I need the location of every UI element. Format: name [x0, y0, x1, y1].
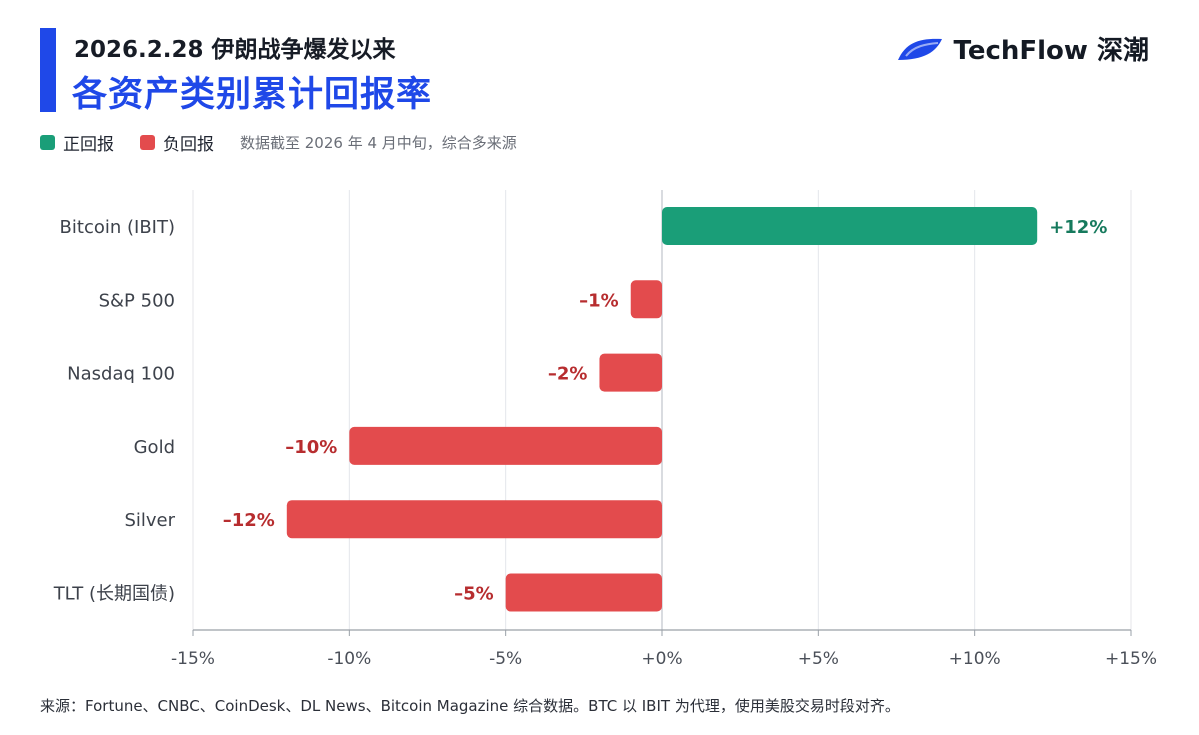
- brand: TechFlow 深潮: [896, 30, 1149, 67]
- legend: 正回报 负回报 数据截至 2026 年 4 月中旬，综合多来源: [40, 130, 517, 155]
- data-note: 数据截至 2026 年 4 月中旬，综合多来源: [240, 134, 517, 152]
- brand-name: TechFlow 深潮: [953, 36, 1149, 66]
- data-label: –10%: [285, 437, 337, 458]
- category-label: Bitcoin (IBIT): [60, 217, 175, 238]
- data-label: –2%: [548, 364, 588, 385]
- data-label: –5%: [454, 584, 494, 605]
- legend-label-negative: 负回报: [163, 135, 214, 155]
- x-tick-label: +5%: [798, 649, 839, 669]
- chart-subtitle: 2026.2.28 伊朗战争爆发以来: [74, 37, 396, 63]
- chart-title: 各资产类别累计回报率: [72, 75, 433, 115]
- data-label: +12%: [1049, 217, 1107, 238]
- legend-swatch-positive: [40, 135, 55, 150]
- bar: [630, 280, 662, 319]
- x-tick-label: +15%: [1105, 649, 1157, 669]
- legend-label-positive: 正回报: [63, 135, 114, 155]
- data-label: –1%: [579, 290, 619, 311]
- x-tick-label: +0%: [641, 649, 682, 669]
- legend-item-positive: 正回报: [40, 130, 114, 155]
- bar: [286, 500, 662, 539]
- bar: [349, 426, 662, 465]
- category-label: Gold: [134, 437, 175, 458]
- x-tick-label: -5%: [489, 649, 522, 669]
- category-label: TLT (长期国债): [53, 584, 175, 605]
- x-tick-label: -10%: [327, 649, 371, 669]
- x-tick-label: +10%: [949, 649, 1001, 669]
- source-footnote: 来源：Fortune、CNBC、CoinDesk、DL News、Bitcoin…: [40, 697, 900, 715]
- category-label: S&P 500: [99, 290, 175, 311]
- legend-item-negative: 负回报: [140, 130, 214, 155]
- category-label: Nasdaq 100: [67, 364, 175, 385]
- title-accent-bar: [40, 28, 56, 112]
- data-label: –12%: [223, 510, 275, 531]
- bar: [599, 353, 662, 392]
- techflow-logo-icon: [897, 38, 942, 60]
- legend-swatch-negative: [140, 135, 155, 150]
- bar: [505, 573, 662, 612]
- bar: [662, 207, 1038, 245]
- category-label: Silver: [124, 510, 175, 531]
- x-tick-label: -15%: [171, 649, 215, 669]
